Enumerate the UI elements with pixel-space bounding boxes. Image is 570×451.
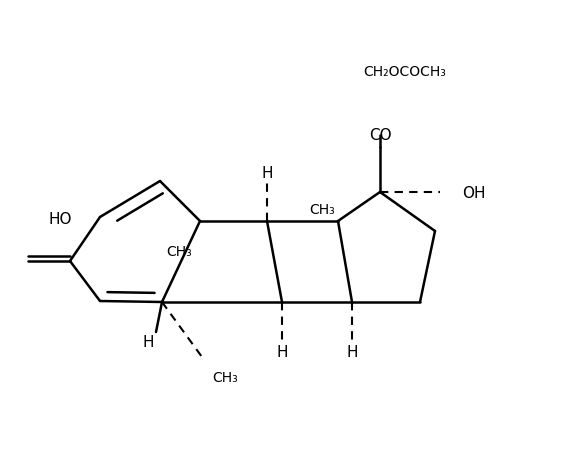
Text: H: H — [346, 345, 358, 360]
Text: OH: OH — [462, 185, 486, 200]
Text: HO: HO — [48, 212, 72, 227]
Text: CH₃: CH₃ — [212, 370, 238, 384]
Text: CH₂OCOCH₃: CH₂OCOCH₃ — [364, 65, 446, 79]
Text: CO: CO — [369, 128, 392, 143]
Text: CH₃: CH₃ — [310, 202, 335, 216]
Text: H: H — [142, 335, 154, 350]
Text: H: H — [276, 345, 288, 360]
Text: CH₃: CH₃ — [166, 244, 192, 258]
Text: H: H — [261, 166, 273, 181]
